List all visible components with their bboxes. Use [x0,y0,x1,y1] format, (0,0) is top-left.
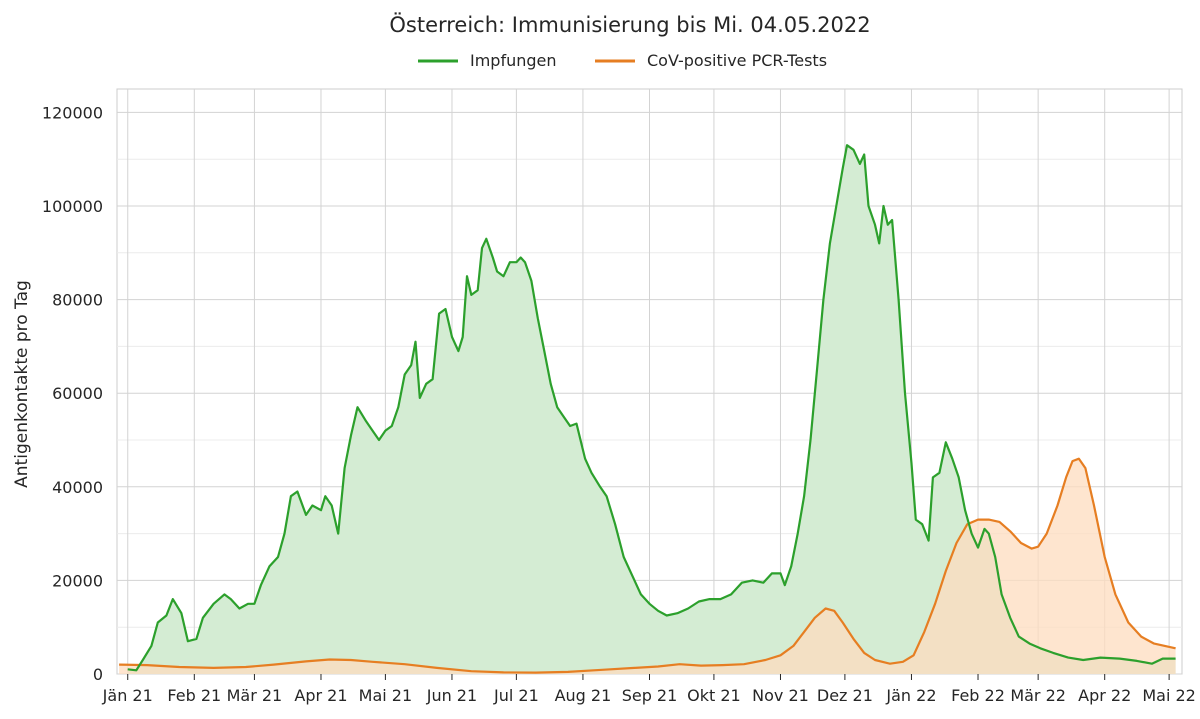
area-fills [119,145,1176,674]
legend-label-impfungen: Impfungen [470,51,557,70]
y-tick-label: 20000 [52,571,103,590]
series-area-1 [119,458,1176,674]
x-tick-label: Dez 21 [817,686,873,705]
y-axis-title: Antigenkontakte pro Tag [12,280,32,488]
chart-title: Österreich: Immunisierung bis Mi. 04.05.… [389,12,870,37]
x-tick-label: Mär 21 [227,686,283,705]
x-tick-label: Jän 21 [102,686,153,705]
series-area-0 [127,145,1176,674]
x-tick-label: Sep 21 [622,686,678,705]
y-tick-label: 120000 [42,103,103,122]
legend-label-pcr-tests: CoV-positive PCR-Tests [647,51,827,70]
x-tick-label: Aug 21 [555,686,612,705]
x-tick-label: Okt 21 [687,686,741,705]
x-tick-label: Mai 21 [359,686,413,705]
y-tick-label: 60000 [52,384,103,403]
series-lines [119,144,1176,674]
x-tick-label: Jun 21 [426,686,477,705]
x-tick-label: Nov 21 [752,686,809,705]
y-tick-label: 100000 [42,197,103,216]
x-tick-label: Apr 21 [294,686,347,705]
x-tick-label: Apr 22 [1078,686,1131,705]
series-line-0 [127,144,1176,672]
legend: Impfungen CoV-positive PCR-Tests [418,51,827,70]
x-tick-label: Jul 21 [493,686,539,705]
x-tick-label: Feb 21 [167,686,221,705]
y-tick-label: 80000 [52,291,103,310]
x-tick-label: Jän 22 [885,686,936,705]
x-tick-label: Feb 22 [951,686,1005,705]
y-tick-label: 0 [93,665,103,684]
plot-area: 0 20000 40000 60000 80000 100000 120000 Jän 21 F… [42,88,1196,705]
x-tick-label: Mai 22 [1142,686,1196,705]
series-line-1 [119,457,1176,674]
x-tick-label: Mär 22 [1010,686,1066,705]
y-tick-label: 40000 [52,478,103,497]
